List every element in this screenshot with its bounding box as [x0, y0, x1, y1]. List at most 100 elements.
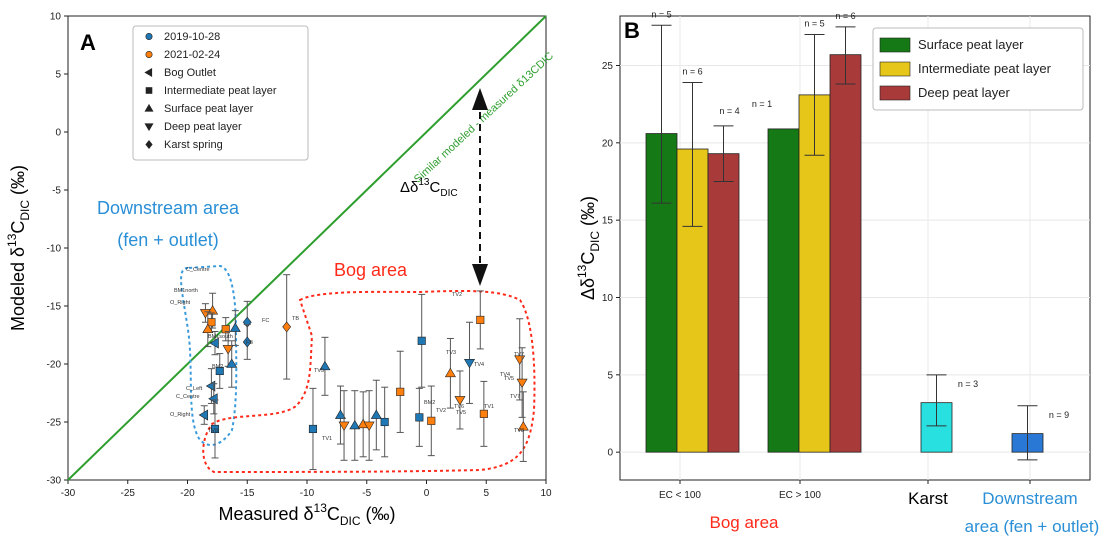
- x-tick-label: -20: [180, 488, 195, 499]
- bar: [829, 54, 862, 453]
- n-label: n = 5: [804, 19, 824, 29]
- legend-label: Bog Outlet: [164, 67, 216, 79]
- y-tick-label: 5: [55, 70, 61, 81]
- legend-label: Surface peat layer: [918, 37, 1024, 52]
- data-point: [202, 323, 214, 334]
- data-point: [319, 360, 331, 371]
- downstream-category-label-line1: Downstream: [982, 489, 1077, 508]
- point-label: TV8: [514, 428, 524, 434]
- n-label: n = 3: [958, 379, 978, 389]
- data-point: [222, 345, 234, 355]
- data-point: [209, 337, 219, 349]
- y-tick-label: 15: [602, 216, 614, 227]
- legend-label: Deep peat layer: [164, 121, 242, 133]
- point-label: C_Centre: [176, 394, 200, 400]
- point-label: TV7: [514, 352, 524, 358]
- legend-swatch: [879, 61, 911, 77]
- n-label: n = 9: [1049, 410, 1069, 420]
- point-label: BM2: [212, 364, 223, 370]
- legend-label: Surface peat layer: [164, 103, 254, 115]
- y-tick-label: 10: [50, 12, 62, 23]
- n-label: n = 6: [682, 67, 702, 77]
- data-point: [338, 421, 350, 432]
- legend-label: Karst spring: [164, 139, 223, 151]
- downstream-label-line2: (fen + outlet): [117, 230, 219, 250]
- data-point: [282, 321, 292, 333]
- legend-marker: [145, 32, 153, 40]
- legend-marker: [145, 87, 153, 94]
- point-label: TV5: [456, 410, 466, 416]
- data-point: [229, 322, 241, 332]
- y-tick-label: 10: [602, 293, 614, 304]
- x-tick-label: -30: [61, 488, 76, 499]
- bar: [707, 153, 740, 453]
- delta-arrow-head-down: [472, 264, 488, 286]
- point-label: BM2: [424, 400, 435, 406]
- panel-a-legend-box: [132, 25, 309, 161]
- panel-a-points: [198, 274, 529, 471]
- n-label: n = 5: [651, 9, 671, 19]
- panel-a-letter: A: [80, 30, 96, 55]
- panel-b-n-labels: n = 5 n = 6 n = 4 n = 1 n = 5 n = 6 n = 3 n = 9: [651, 9, 1069, 419]
- panel-a-x-ticks: -30 -25 -20 -15 -10 -5 0 5 10: [61, 480, 552, 499]
- legend-label: Deep peat layer: [918, 85, 1010, 100]
- panel-b-y-ticks: 0 5 10 15 20 25: [602, 61, 620, 459]
- y-tick-label: -10: [47, 244, 62, 255]
- data-point: [454, 396, 466, 406]
- x-tick-label: EC < 100: [659, 490, 701, 501]
- downstream-outline: [180, 264, 238, 446]
- legend-marker: [144, 123, 154, 132]
- point-label: TV5: [504, 376, 514, 382]
- y-tick-label: 25: [602, 61, 614, 72]
- bog-area-category-label: Bog area: [710, 513, 780, 532]
- data-point: [417, 336, 426, 345]
- data-point: [363, 421, 375, 432]
- data-point: [476, 315, 485, 324]
- panel-a-point-labels: BM1north C_Centre O_Right FC FB TB BM1south BM2…: [170, 267, 524, 442]
- data-point: [221, 325, 230, 334]
- point-label: C_Centre: [186, 267, 210, 273]
- x-tick-label: -15: [240, 488, 255, 499]
- legend-swatch: [879, 37, 911, 53]
- point-label: BM1south: [208, 334, 233, 340]
- data-point: [210, 424, 220, 434]
- legend-swatch: [879, 85, 911, 101]
- n-label: n = 1: [752, 99, 772, 109]
- legend-marker: [144, 103, 154, 112]
- panel-b-letter: B: [624, 18, 640, 43]
- point-label: TV1: [322, 436, 332, 442]
- n-label: n = 6: [835, 11, 855, 21]
- data-point: [396, 387, 405, 396]
- panel-b-bars: [645, 24, 1044, 461]
- karst-category-label: Karst: [908, 489, 948, 508]
- point-label: TV4: [474, 362, 484, 368]
- y-tick-label: 20: [602, 138, 614, 149]
- point-label: C_Left: [186, 386, 203, 392]
- point-label: O_Right: [170, 412, 191, 418]
- identity-line: [67, 15, 547, 481]
- legend-label: Intermediate peat layer: [918, 61, 1052, 76]
- y-tick-label: -25: [47, 418, 62, 429]
- data-point: [334, 409, 346, 419]
- panel-a-y-ticks: -30 -25 -20 -15 -10 -5 0 5 10: [47, 12, 68, 487]
- legend-marker: [144, 67, 153, 78]
- n-label: n = 4: [719, 106, 739, 116]
- data-point: [215, 366, 224, 376]
- point-label: TV3: [446, 350, 456, 356]
- data-point: [198, 409, 209, 421]
- point-label: TV7: [510, 394, 520, 400]
- y-tick-label: -30: [47, 476, 62, 487]
- panel-a-y-axis-label: Modeled δ13CDIC (‰): [5, 165, 32, 331]
- data-point: [463, 359, 476, 369]
- panel-b-y-axis-label: Δδ13CDIC (‰): [575, 196, 602, 300]
- downstream-category-label-line2: area (fen + outlet): [965, 517, 1100, 536]
- x-tick-label: -25: [121, 488, 136, 499]
- bog-outline: [202, 289, 536, 474]
- legend-label: Intermediate peat layer: [164, 85, 277, 97]
- data-point: [242, 336, 252, 348]
- data-point: [349, 419, 361, 430]
- data-point: [444, 367, 456, 378]
- bar: [767, 128, 800, 453]
- data-point: [479, 409, 488, 418]
